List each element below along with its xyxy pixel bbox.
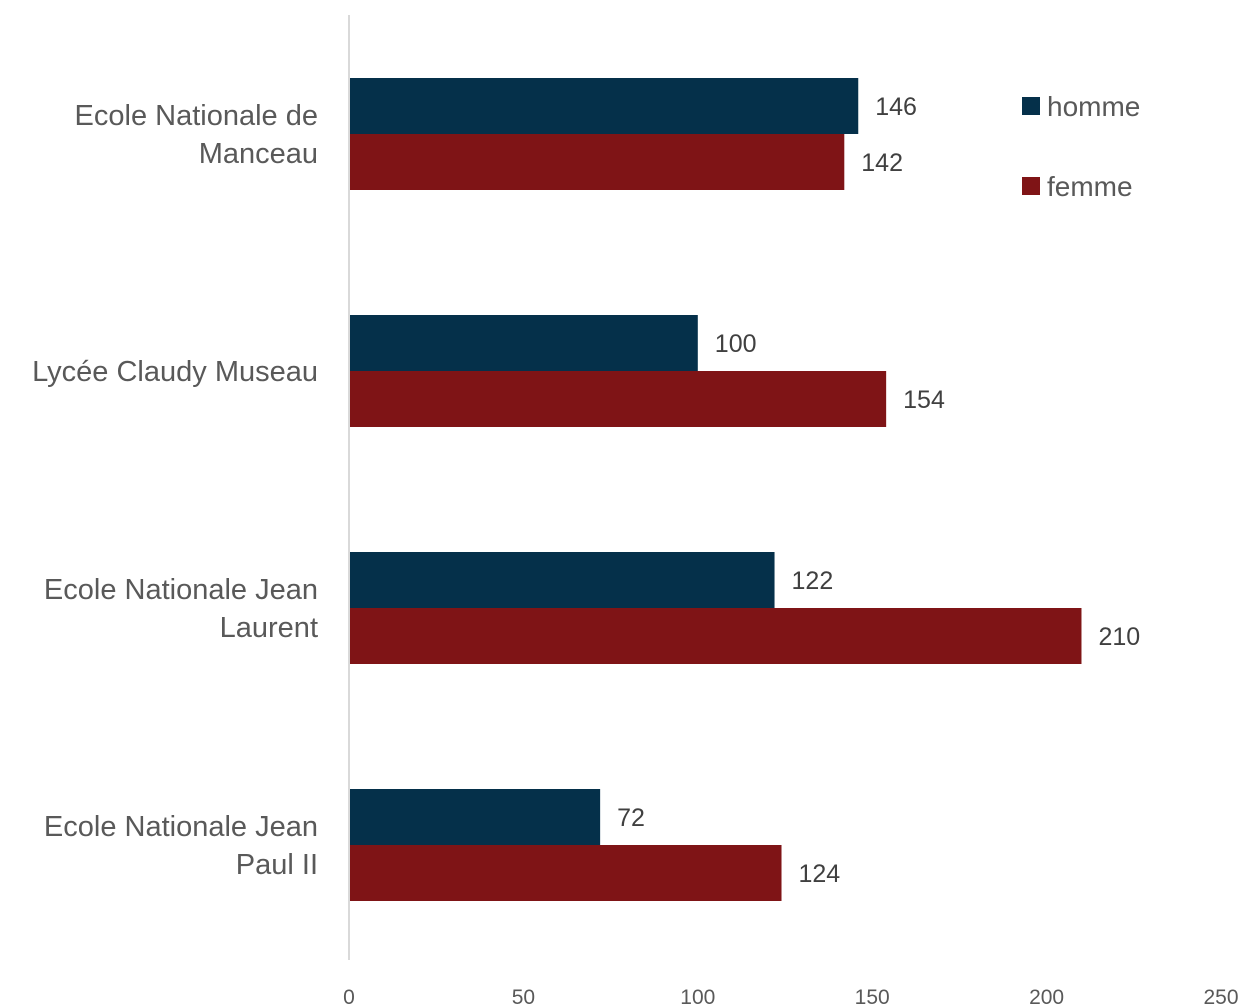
bar-femme-2 bbox=[349, 608, 1082, 664]
bar-homme-3 bbox=[349, 789, 601, 845]
category-label-line: Ecole Nationale de bbox=[75, 100, 318, 132]
category-label-line: Laurent bbox=[220, 612, 318, 644]
x-tick-label-50: 50 bbox=[512, 986, 535, 1007]
category-label-0: Ecole Nationale de Manceau bbox=[75, 100, 318, 170]
category-label-3: Ecole Nationale Jean Paul II bbox=[44, 811, 318, 881]
category-label-line: Ecole Nationale Jean bbox=[44, 574, 318, 606]
category-label-line: Lycée Claudy Museau bbox=[32, 356, 318, 388]
data-label-homme-0: 146 bbox=[875, 93, 917, 121]
legend-label-femme: femme bbox=[1047, 171, 1133, 202]
legend: homme femme bbox=[1022, 91, 1140, 202]
x-tick-label-100: 100 bbox=[680, 986, 715, 1007]
legend-swatch-homme bbox=[1022, 97, 1040, 115]
x-tick-label-250: 250 bbox=[1203, 986, 1238, 1007]
x-tick-label-0: 0 bbox=[343, 986, 355, 1007]
data-label-homme-1: 100 bbox=[715, 330, 757, 358]
bar-homme-1 bbox=[349, 315, 698, 371]
labels-layer: 146 142 Ecole Nationale de Manceau 100 154 Lyc… bbox=[32, 93, 1140, 888]
data-label-femme-1: 154 bbox=[903, 386, 945, 414]
category-label-line: Manceau bbox=[199, 138, 318, 170]
data-label-femme-3: 124 bbox=[799, 860, 841, 888]
bar-homme-2 bbox=[349, 552, 775, 608]
data-label-homme-3: 72 bbox=[617, 804, 645, 832]
category-label-2: Ecole Nationale Jean Laurent bbox=[44, 574, 318, 644]
bars-layer bbox=[349, 78, 1082, 901]
axis-layer: 0 50 100 150 200 250 bbox=[343, 15, 1239, 1007]
category-label-1: Lycée Claudy Museau bbox=[32, 356, 318, 388]
category-label-line: Ecole Nationale Jean bbox=[44, 811, 318, 843]
bar-femme-1 bbox=[349, 371, 887, 427]
bar-homme-0 bbox=[349, 78, 859, 134]
data-label-femme-0: 142 bbox=[861, 149, 903, 177]
data-label-femme-2: 210 bbox=[1098, 623, 1140, 651]
category-label-line: Paul II bbox=[236, 849, 318, 881]
x-tick-label-200: 200 bbox=[1029, 986, 1064, 1007]
x-tick-label-150: 150 bbox=[855, 986, 890, 1007]
bar-femme-0 bbox=[349, 134, 845, 190]
data-label-homme-2: 122 bbox=[792, 567, 834, 595]
legend-label-homme: homme bbox=[1047, 91, 1140, 122]
bar-femme-3 bbox=[349, 845, 782, 901]
legend-swatch-femme bbox=[1022, 177, 1040, 195]
